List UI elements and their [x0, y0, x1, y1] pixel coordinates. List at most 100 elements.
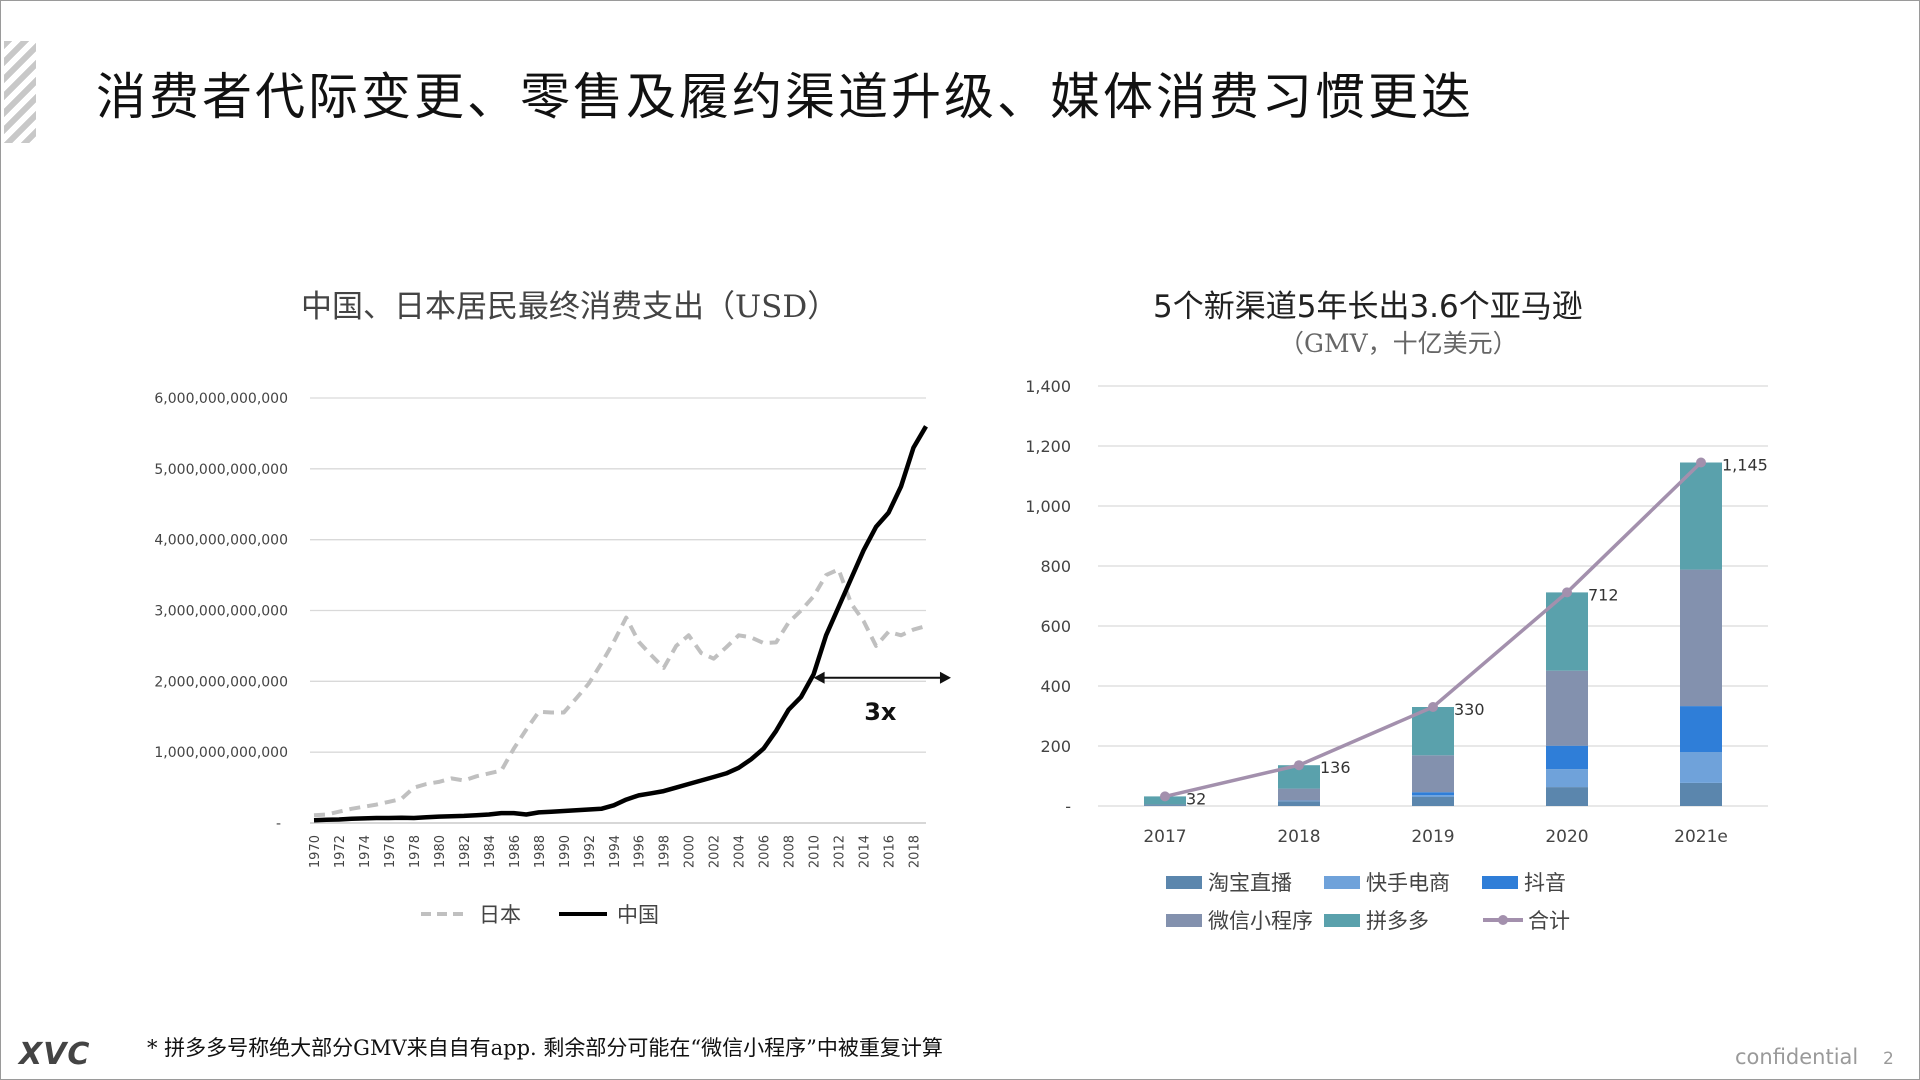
data-label: 712	[1588, 585, 1619, 604]
legend-label-china: 中国	[617, 903, 659, 927]
x-tick-label: 2004	[733, 835, 748, 868]
annotation-label: 3x	[864, 698, 897, 726]
x-tick-label: 1998	[658, 835, 673, 868]
x-tick-label: 1978	[408, 835, 423, 868]
annotation-arrow	[813, 671, 951, 684]
x-tick-label: 1982	[458, 835, 473, 868]
data-label: 32	[1186, 789, 1206, 808]
bar-segment	[1680, 752, 1722, 783]
x-tick-label: 1972	[333, 835, 348, 868]
legend-swatch-icon	[1166, 913, 1202, 927]
x-tick-label: 2016	[883, 835, 898, 868]
arrowhead-right-icon	[939, 671, 951, 684]
bar-segment	[1412, 795, 1454, 797]
x-tick-label: 1996	[633, 835, 648, 868]
x-tick-label: 2019	[1411, 827, 1454, 847]
x-tick-label: 2010	[808, 835, 823, 868]
x-tick-label: 1980	[433, 835, 448, 868]
legend-label-japan: 日本	[479, 903, 521, 927]
total-point	[1428, 702, 1438, 712]
legend-item-pinduoduo: 拼多多	[1324, 905, 1429, 935]
japan-series-line	[313, 567, 927, 818]
legend-label: 拼多多	[1366, 909, 1429, 933]
legend-dash-icon	[421, 912, 469, 916]
confidential-label: confidential	[1735, 1045, 1859, 1069]
data-label: 1,145	[1722, 456, 1768, 475]
legend-label: 合计	[1528, 909, 1570, 933]
y-tick-label: 5,000,000,000,000	[154, 462, 288, 478]
xvc-logo: XVC	[19, 1037, 91, 1072]
bar-segment	[1412, 755, 1454, 793]
x-tick-label: 1988	[533, 835, 548, 868]
bar-segment	[1546, 769, 1588, 788]
footnote: * 拼多多号称绝大部分GMV来自自有app. 剩余部分可能在“微信小程序”中被重…	[147, 1036, 943, 1060]
x-tick-label: 2021e	[1674, 827, 1728, 847]
bar-segment	[1278, 788, 1320, 801]
x-tick-label: 2000	[683, 835, 698, 868]
bar-segment	[1144, 804, 1186, 806]
legend-swatch-icon	[1482, 875, 1518, 889]
y-tick-label: 600	[1040, 617, 1071, 636]
right-stacked-bar-chart: - 200 400 600 800 1,000 1,200 1,400 2017 2018 2019…	[1025, 377, 1768, 847]
legend-item-wechat-mini: 微信小程序	[1166, 905, 1313, 935]
total-point	[1294, 760, 1304, 771]
total-point	[1562, 587, 1572, 598]
china-series-line	[313, 425, 928, 823]
x-tick-label: 1970	[308, 835, 323, 868]
page-number: 2	[1883, 1049, 1894, 1069]
x-tick-label: 2018	[908, 835, 923, 868]
total-point	[1160, 791, 1170, 802]
y-tick-label: 1,400	[1025, 377, 1071, 396]
legend-item-total: 合计	[1482, 905, 1570, 935]
bar-segment	[1412, 707, 1454, 756]
bar-segment	[1546, 745, 1588, 770]
legend-label: 快手电商	[1366, 871, 1450, 895]
legend-line-marker-icon	[1483, 915, 1523, 925]
legend-item-douyin: 抖音	[1482, 867, 1566, 897]
x-tick-label: 2008	[783, 835, 798, 868]
x-tick-label: 2012	[833, 835, 848, 868]
bar-segment	[1680, 706, 1722, 752]
x-tick-label: 2018	[1277, 827, 1320, 847]
y-tick-label: 1,000	[1025, 497, 1071, 516]
x-tick-label: 1976	[383, 835, 398, 868]
bar-segment	[1412, 792, 1454, 796]
x-tick-label: 2014	[858, 835, 873, 868]
right-chart-title: 5个新渠道5年长出3.6个亚马逊	[1153, 289, 1583, 325]
y-tick-label: 1,000,000,000,000	[154, 745, 288, 761]
bar-segment	[1680, 569, 1722, 707]
x-tick-label: 1986	[508, 835, 523, 868]
y-tick-label: 200	[1040, 737, 1071, 756]
x-tick-label: 1992	[583, 835, 598, 868]
legend-line-icon	[559, 912, 607, 916]
legend-item-japan: 日本	[419, 899, 521, 929]
legend-item-taobao-live: 淘宝直播	[1166, 867, 1292, 897]
legend-swatch-icon	[1324, 875, 1360, 889]
bar-segment	[1278, 801, 1320, 806]
x-tick-label: 2002	[708, 835, 723, 868]
left-chart-title: 中国、日本居民最终消费支出（USD）	[301, 289, 839, 325]
legend-label: 淘宝直播	[1208, 871, 1292, 895]
y-tick-label: 6,000,000,000,000	[154, 391, 288, 407]
data-label: 330	[1454, 700, 1485, 719]
legend-label: 抖音	[1524, 871, 1566, 895]
x-tick-label: 2017	[1143, 827, 1186, 847]
right-chart-subtitle: （GMV，十亿美元）	[1279, 329, 1518, 358]
bar-segment	[1546, 787, 1588, 806]
x-tick-label: 1994	[608, 835, 623, 868]
x-tick-label: 2020	[1545, 827, 1588, 847]
legend-item-china: 中国	[557, 899, 659, 929]
y-tick-label: -	[276, 816, 281, 832]
y-tick-label: 2,000,000,000,000	[154, 674, 288, 690]
legend-item-kuaishou: 快手电商	[1324, 867, 1450, 897]
x-tick-label: 1990	[558, 835, 573, 868]
left-line-chart: - 1,000,000,000,000 2,000,000,000,000 3,000…	[154, 391, 951, 868]
bar-segment	[1412, 797, 1454, 806]
data-label: 136	[1320, 758, 1351, 777]
x-tick-label: 1974	[358, 835, 373, 868]
y-tick-label: 3,000,000,000,000	[154, 604, 288, 620]
slide-title: 消费者代际变更、零售及履约渠道升级、媒体消费习惯更迭	[96, 68, 1474, 126]
y-tick-label: -	[1065, 797, 1071, 816]
x-tick-label: 2006	[758, 835, 773, 868]
bar-segment	[1278, 765, 1320, 789]
